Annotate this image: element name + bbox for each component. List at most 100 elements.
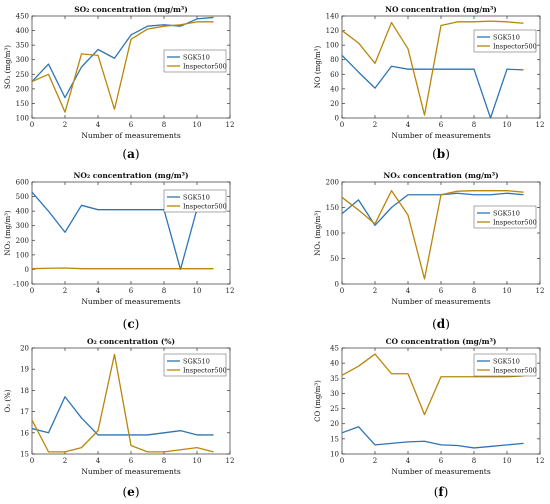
legend-entry: SGK510 [493,209,520,217]
x-tick-label: 4 [406,457,411,465]
y-tick-label: 19 [20,366,29,374]
series-line-inspector500 [31,353,214,453]
legend-entry: SGK510 [493,33,520,41]
legend-entry: Inspector500 [493,366,537,374]
y-tick-label: 17 [20,408,29,416]
legend-entry: Inspector500 [183,202,227,210]
legend-entry: SGK510 [183,357,210,365]
x-tick-label: 12 [226,457,235,465]
y-tick-label: 60 [330,71,339,79]
x-tick-label: 6 [129,457,134,465]
x-tick-label: 6 [439,457,444,465]
y-tick-label: 50 [330,255,339,263]
y-tick-label: 400 [16,27,29,35]
y-tick-label: 100 [16,115,29,123]
x-tick-label: 10 [193,121,202,129]
series-line-inspector500 [31,267,214,270]
y-tick-label: 450 [16,13,29,21]
chart-title: NO₂ concentration (mg/m³) [74,171,189,180]
y-axis-label: NO (mg/m³) [314,46,322,89]
chart-title: O₂ concentration (%) [87,337,175,346]
legend-entry: Inspector500 [493,218,537,226]
y-tick-label: 20 [330,100,339,108]
x-tick-label: 2 [373,287,377,295]
x-tick-label: 0 [30,287,34,295]
x-tick-label: 6 [129,287,134,295]
y-tick-label: 100 [16,251,29,259]
series-line-inspector500 [341,190,524,280]
y-tick-label: 400 [16,208,29,216]
x-tick-label: 0 [340,121,344,129]
x-tick-label: 6 [439,287,444,295]
x-tick-label: 12 [536,457,545,465]
x-tick-label: 12 [536,121,545,129]
y-tick-label: 80 [330,56,339,64]
x-tick-label: 8 [472,287,476,295]
y-tick-label: 300 [16,222,29,230]
y-axis-label: NOₓ (mg/m³) [314,210,322,256]
y-tick-label: -100 [13,281,29,289]
x-tick-label: 6 [129,121,134,129]
panel-label: (f) [434,485,449,499]
x-tick-label: 12 [536,287,545,295]
x-tick-label: 0 [340,457,344,465]
x-tick-label: 4 [406,287,411,295]
legend-entry: Inspector500 [183,366,227,374]
series-line-sgk510 [31,396,214,436]
y-tick-label: 15 [20,451,29,459]
chart-panel-5: 0 2 4 6 8 10 12 15 16 17 18 19 20 O₂ concentration (%… [4,337,234,499]
x-tick-label: 4 [406,121,411,129]
series-line-inspector500 [341,353,524,416]
x-tick-label: 2 [373,121,377,129]
x-tick-label: 10 [193,457,202,465]
series-line-sgk510 [31,16,214,99]
y-tick-label: 150 [326,204,339,212]
y-tick-label: 200 [16,237,29,245]
panel-label: (a) [122,147,139,161]
x-tick-label: 2 [373,457,377,465]
y-tick-label: 20 [20,345,29,353]
x-tick-label: 4 [96,287,101,295]
chart-title: NOₓ concentration (mg/m³) [383,171,498,180]
x-tick-label: 8 [472,457,476,465]
y-tick-label: 35 [330,375,339,383]
chart-title: NO concentration (mg/m³) [385,5,497,14]
y-axis-label: SO₂ (mg/m³) [4,45,12,89]
y-tick-label: 40 [330,360,339,368]
y-tick-label: 500 [16,193,29,201]
x-axis-label: Number of measurements [391,131,491,140]
x-tick-label: 0 [340,287,344,295]
legend-entry: SGK510 [183,193,210,201]
x-tick-label: 12 [226,287,235,295]
x-tick-label: 4 [96,121,101,129]
y-tick-label: 0 [335,281,339,289]
x-tick-label: 2 [63,457,67,465]
y-tick-label: 30 [330,390,339,398]
x-axis-label: Number of measurements [81,131,181,140]
y-tick-label: 200 [326,179,339,187]
series-line-sgk510 [31,191,214,271]
legend-entry: SGK510 [493,357,520,365]
x-tick-label: 8 [162,287,166,295]
y-tick-label: 45 [330,345,339,353]
legend-entry: SGK510 [183,53,210,61]
y-axis-label: CO (mg/m³) [314,380,322,422]
y-tick-label: 150 [16,100,29,108]
y-tick-label: 600 [16,179,29,187]
panel-label: (e) [122,485,139,499]
chart-title: CO concentration (mg/m³) [386,337,497,346]
x-axis-label: Number of measurements [391,467,491,476]
y-tick-label: 300 [16,56,29,64]
legend-entry: Inspector500 [493,42,537,50]
x-tick-label: 8 [162,121,166,129]
y-tick-label: 10 [330,451,339,459]
y-tick-label: 20 [330,420,339,428]
y-tick-label: 18 [20,387,29,395]
y-tick-label: 25 [330,405,339,413]
